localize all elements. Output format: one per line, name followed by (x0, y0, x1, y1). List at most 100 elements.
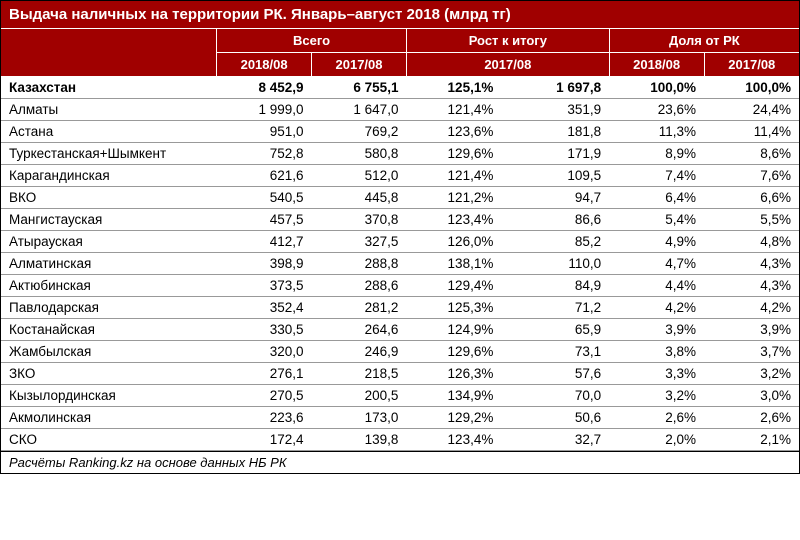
cell-total-2017: 1 647,0 (312, 99, 407, 121)
cell-share-2018: 3,2% (609, 385, 704, 407)
footer-note: Расчёты Ranking.kz на основе данных НБ Р… (1, 451, 799, 473)
cell-share-2018: 4,2% (609, 297, 704, 319)
header-group-row: Всего Рост к итогу Доля от РК (1, 29, 799, 53)
table-row: Атырауская412,7327,5126,0%85,24,9%4,8% (1, 231, 799, 253)
data-table: Всего Рост к итогу Доля от РК 2018/08 20… (1, 29, 799, 451)
cell-total-2017: 288,8 (312, 253, 407, 275)
table-row: Павлодарская352,4281,2125,3%71,24,2%4,2% (1, 297, 799, 319)
region-cell: Карагандинская (1, 165, 217, 187)
header-group-growth: Рост к итогу (406, 29, 609, 53)
cell-share-2018: 3,3% (609, 363, 704, 385)
cell-share-2018: 4,9% (609, 231, 704, 253)
cell-growth-pct: 126,0% (406, 231, 501, 253)
table-row: Мангистауская457,5370,8123,4%86,65,4%5,5… (1, 209, 799, 231)
cell-total-2018: 330,5 (217, 319, 312, 341)
cell-total-2018: 270,5 (217, 385, 312, 407)
cell-growth-pct: 129,2% (406, 407, 501, 429)
cell-growth-abs: 32,7 (501, 429, 609, 451)
cell-share-2018: 5,4% (609, 209, 704, 231)
cell-total-2018: 398,9 (217, 253, 312, 275)
region-cell: Кызылординская (1, 385, 217, 407)
cell-share-2018: 8,9% (609, 143, 704, 165)
table-row: Костанайская330,5264,6124,9%65,93,9%3,9% (1, 319, 799, 341)
cell-total-2017: 327,5 (312, 231, 407, 253)
table-row: Астана951,0769,2123,6%181,811,3%11,4% (1, 121, 799, 143)
cell-growth-abs: 351,9 (501, 99, 609, 121)
cell-total-2018: 1 999,0 (217, 99, 312, 121)
cell-total-2018: 412,7 (217, 231, 312, 253)
cell-growth-pct: 126,3% (406, 363, 501, 385)
region-cell: Акмолинская (1, 407, 217, 429)
region-cell: СКО (1, 429, 217, 451)
cell-share-2017: 24,4% (704, 99, 799, 121)
cell-share-2017: 3,9% (704, 319, 799, 341)
cell-growth-abs: 70,0 (501, 385, 609, 407)
cell-share-2017: 4,2% (704, 297, 799, 319)
cell-total-2017: 512,0 (312, 165, 407, 187)
cell-total-2018: 951,0 (217, 121, 312, 143)
header-region-blank (1, 29, 217, 77)
table-row: Жамбылская320,0246,9129,6%73,13,8%3,7% (1, 341, 799, 363)
cell-total-2018: 223,6 (217, 407, 312, 429)
cell-growth-pct: 125,3% (406, 297, 501, 319)
cell-growth-abs: 71,2 (501, 297, 609, 319)
cell-total-2017: 281,2 (312, 297, 407, 319)
cell-growth-pct: 129,4% (406, 275, 501, 297)
cell-share-2017: 100,0% (704, 77, 799, 99)
cell-share-2017: 3,7% (704, 341, 799, 363)
header-growth-2017: 2017/08 (406, 53, 609, 77)
table-row: ВКО540,5445,8121,2%94,76,4%6,6% (1, 187, 799, 209)
header-share-2017: 2017/08 (704, 53, 799, 77)
cell-share-2018: 11,3% (609, 121, 704, 143)
region-cell: ВКО (1, 187, 217, 209)
cell-total-2018: 457,5 (217, 209, 312, 231)
cell-growth-pct: 138,1% (406, 253, 501, 275)
cell-total-2017: 246,9 (312, 341, 407, 363)
cell-total-2017: 445,8 (312, 187, 407, 209)
table-row: Актюбинская373,5288,6129,4%84,94,4%4,3% (1, 275, 799, 297)
cell-share-2018: 4,7% (609, 253, 704, 275)
region-cell: Казахстан (1, 77, 217, 99)
cell-share-2018: 3,9% (609, 319, 704, 341)
cell-share-2018: 4,4% (609, 275, 704, 297)
cell-growth-abs: 1 697,8 (501, 77, 609, 99)
cell-growth-abs: 73,1 (501, 341, 609, 363)
header-group-share: Доля от РК (609, 29, 799, 53)
cell-growth-pct: 129,6% (406, 143, 501, 165)
cell-share-2018: 7,4% (609, 165, 704, 187)
table-row: СКО172,4139,8123,4%32,72,0%2,1% (1, 429, 799, 451)
cell-total-2017: 173,0 (312, 407, 407, 429)
header-total-2017: 2017/08 (312, 53, 407, 77)
table-row: Акмолинская223,6173,0129,2%50,62,6%2,6% (1, 407, 799, 429)
cell-growth-abs: 181,8 (501, 121, 609, 143)
region-cell: Атырауская (1, 231, 217, 253)
cell-growth-abs: 171,9 (501, 143, 609, 165)
cell-growth-abs: 84,9 (501, 275, 609, 297)
cell-share-2018: 100,0% (609, 77, 704, 99)
cell-share-2017: 4,3% (704, 253, 799, 275)
region-cell: Мангистауская (1, 209, 217, 231)
region-cell: Астана (1, 121, 217, 143)
cell-total-2018: 352,4 (217, 297, 312, 319)
cell-growth-pct: 124,9% (406, 319, 501, 341)
table-title: Выдача наличных на территории РК. Январь… (1, 1, 799, 29)
cell-growth-abs: 110,0 (501, 253, 609, 275)
cell-share-2017: 6,6% (704, 187, 799, 209)
cell-growth-abs: 94,7 (501, 187, 609, 209)
table-row: Алматинская398,9288,8138,1%110,04,7%4,3% (1, 253, 799, 275)
region-cell: Туркестанская+Шымкент (1, 143, 217, 165)
cell-growth-abs: 50,6 (501, 407, 609, 429)
cell-total-2018: 540,5 (217, 187, 312, 209)
cell-total-2017: 288,6 (312, 275, 407, 297)
table-row: Карагандинская621,6512,0121,4%109,57,4%7… (1, 165, 799, 187)
region-cell: Актюбинская (1, 275, 217, 297)
cell-share-2018: 2,6% (609, 407, 704, 429)
cell-growth-abs: 65,9 (501, 319, 609, 341)
cell-total-2017: 769,2 (312, 121, 407, 143)
table-row: Кызылординская270,5200,5134,9%70,03,2%3,… (1, 385, 799, 407)
cell-total-2018: 276,1 (217, 363, 312, 385)
region-cell: Павлодарская (1, 297, 217, 319)
cell-total-2017: 580,8 (312, 143, 407, 165)
cell-growth-pct: 129,6% (406, 341, 501, 363)
cell-total-2018: 373,5 (217, 275, 312, 297)
